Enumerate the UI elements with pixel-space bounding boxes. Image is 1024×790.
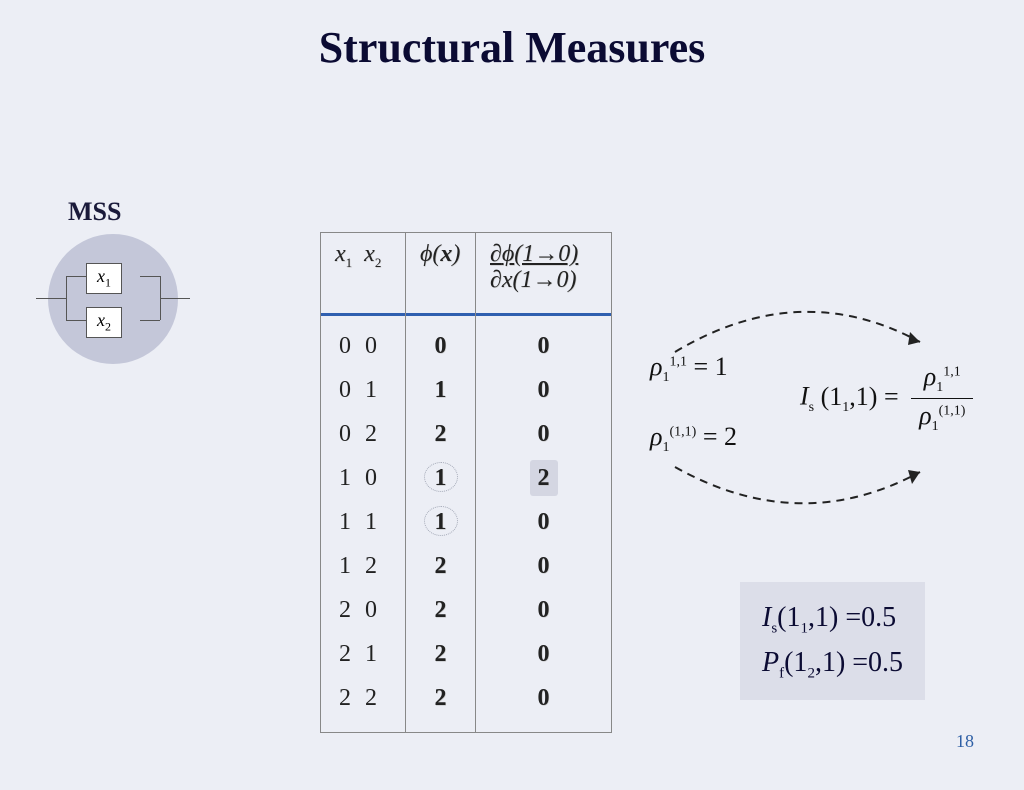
col3-header: ∂ϕ(1→0) ∂x(1→0): [490, 241, 597, 311]
mss-node-x1: x1: [86, 263, 122, 294]
table-row-x: 2 0: [335, 588, 391, 632]
mss-wire-h1a: [66, 276, 86, 277]
result-line-2: Pf(12,1) =0.5: [762, 641, 903, 686]
page-number: 18: [956, 731, 974, 752]
result-box: Is(11,1) =0.5 Pf(12,1) =0.5: [740, 582, 925, 700]
table-row-d: 0: [490, 412, 597, 456]
page-title: Structural Measures: [0, 22, 1024, 73]
is-formula: Is (11,1) = ρ11,1 ρ1(1,1): [800, 362, 973, 435]
table-row-d: 0: [490, 368, 597, 412]
table-row-x: 1 1: [335, 500, 391, 544]
truth-table: x1 x2 0 00 10 21 01 11 22 02 12 2 ϕ(x) 0…: [320, 232, 612, 733]
table-row-x: 1 0: [335, 456, 391, 500]
mss-wire-v2: [160, 276, 161, 320]
table-row-x: 2 2: [335, 676, 391, 720]
table-row-d: 0: [490, 500, 597, 544]
mss-wire-h2b: [140, 320, 160, 321]
mss-wire-h1b: [140, 276, 160, 277]
table-row-x: 0 1: [335, 368, 391, 412]
table-row-phi: 1: [420, 500, 461, 544]
table-row-d: 0: [490, 324, 597, 368]
mss-circle: [48, 234, 178, 364]
mss-wire-h2a: [66, 320, 86, 321]
table-row-d: 0: [490, 632, 597, 676]
table-row-d: 0: [490, 588, 597, 632]
mss-wire-left: [36, 298, 66, 299]
table-row-d: 0: [490, 676, 597, 720]
table-row-d: 2: [490, 456, 597, 500]
table-row-phi: 2: [420, 676, 461, 720]
result-line-1: Is(11,1) =0.5: [762, 596, 903, 641]
table-row-x: 1 2: [335, 544, 391, 588]
table-row-x: 2 1: [335, 632, 391, 676]
table-row-phi: 1: [420, 456, 461, 500]
dash-arc-top: [660, 287, 940, 367]
mss-diagram: x1 x2: [30, 230, 195, 385]
table-row-phi: 0: [420, 324, 461, 368]
mss-label: MSS: [68, 197, 121, 227]
table-row-phi: 1: [420, 368, 461, 412]
table-row-x: 0 2: [335, 412, 391, 456]
table-row-phi: 2: [420, 412, 461, 456]
col1-header: x1 x2: [335, 241, 391, 311]
table-row-x: 0 0: [335, 324, 391, 368]
col2-header: ϕ(x): [420, 241, 461, 311]
table-row-phi: 2: [420, 588, 461, 632]
dash-arc-bot: [660, 452, 940, 532]
mss-wire-v1: [66, 276, 67, 320]
table-row-phi: 2: [420, 632, 461, 676]
mss-wire-right: [160, 298, 190, 299]
table-row-phi: 2: [420, 544, 461, 588]
table-row-d: 0: [490, 544, 597, 588]
mss-node-x2: x2: [86, 307, 122, 338]
